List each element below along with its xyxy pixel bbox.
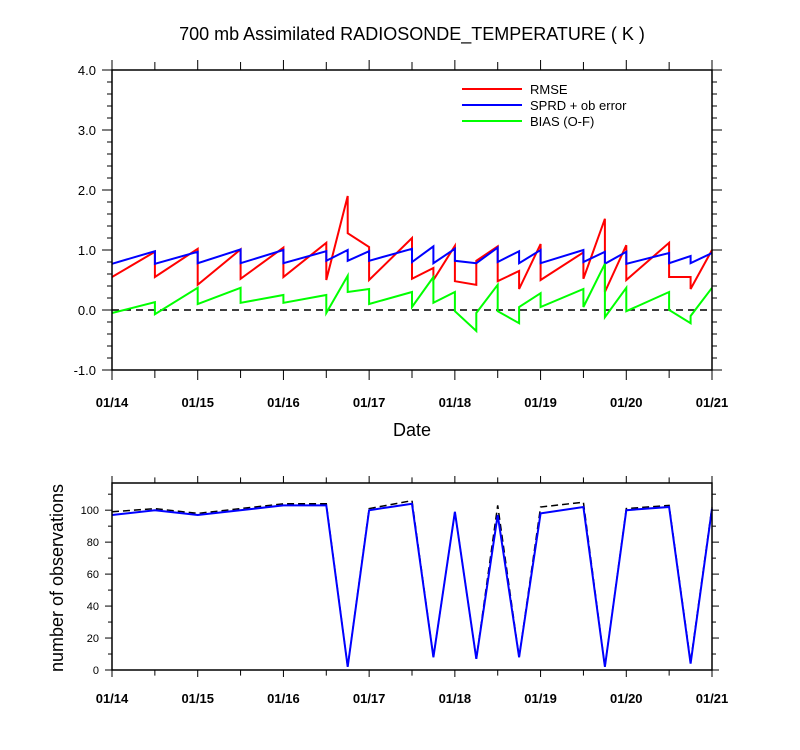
- legend-label-sprd-ob-error: SPRD + ob error: [530, 98, 627, 113]
- series-line-possible: [111, 499, 713, 667]
- y-tick-label: 3.0: [78, 123, 96, 138]
- y-axis-label-observations: number of observations: [47, 484, 67, 672]
- x-tick-label: 01/20: [610, 395, 643, 410]
- plot-frame-rmse-panel: [111, 69, 713, 371]
- x-tick-label: 01/19: [524, 395, 557, 410]
- x-tick-label: 01/18: [439, 691, 472, 706]
- top-plot: 01/14 01/15 01/16 01/17 01/18 01/19 01/20 01/21…: [74, 60, 729, 410]
- y-tick-label: 60: [87, 569, 99, 581]
- y-tick-label: 40: [87, 601, 99, 613]
- legend-label-bias-o-f: BIAS (O-F): [530, 114, 594, 129]
- x-tick-label: 01/17: [353, 691, 386, 706]
- bottom-plot: 01/14 01/15 01/16 01/17 01/18 01/19 01/20 01/21…: [81, 476, 729, 706]
- x-tick-label: 01/18: [439, 395, 472, 410]
- y-tick-label: 80: [87, 537, 99, 549]
- x-tick-label: 01/15: [181, 395, 214, 410]
- chart-title: 700 mb Assimilated RADIOSONDE_TEMPERATUR…: [179, 24, 645, 45]
- y-tick-label: 0.0: [78, 303, 96, 318]
- legend-label-rmse: RMSE: [530, 82, 568, 97]
- x-tick-label: 01/21: [696, 691, 729, 706]
- x-axis-label: Date: [393, 420, 431, 440]
- y-tick-label: 1.0: [78, 243, 96, 258]
- series-line-sprd-ob-error: [111, 244, 713, 266]
- y-tick-label: 4.0: [78, 63, 96, 78]
- x-tick-label: 01/15: [181, 691, 214, 706]
- x-tick-label: 01/19: [524, 691, 557, 706]
- plot-frame-obs-panel: [111, 482, 713, 671]
- y-tick-label: 100: [81, 505, 99, 517]
- y-tick-label: 20: [87, 633, 99, 645]
- x-tick-label: 01/17: [353, 395, 386, 410]
- series-line-bias-o-f: [111, 263, 713, 334]
- x-tick-label: 01/16: [267, 395, 300, 410]
- x-tick-label: 01/16: [267, 691, 300, 706]
- series-line-rmse: [111, 195, 713, 293]
- x-tick-label: 01/21: [696, 395, 729, 410]
- x-tick-label: 01/14: [96, 691, 129, 706]
- y-tick-label: 2.0: [78, 183, 96, 198]
- series-line-used: [111, 502, 713, 667]
- y-tick-label: -1.0: [74, 363, 96, 378]
- x-tick-label: 01/14: [96, 395, 129, 410]
- y-tick-label: 0: [93, 665, 99, 677]
- x-tick-label: 01/20: [610, 691, 643, 706]
